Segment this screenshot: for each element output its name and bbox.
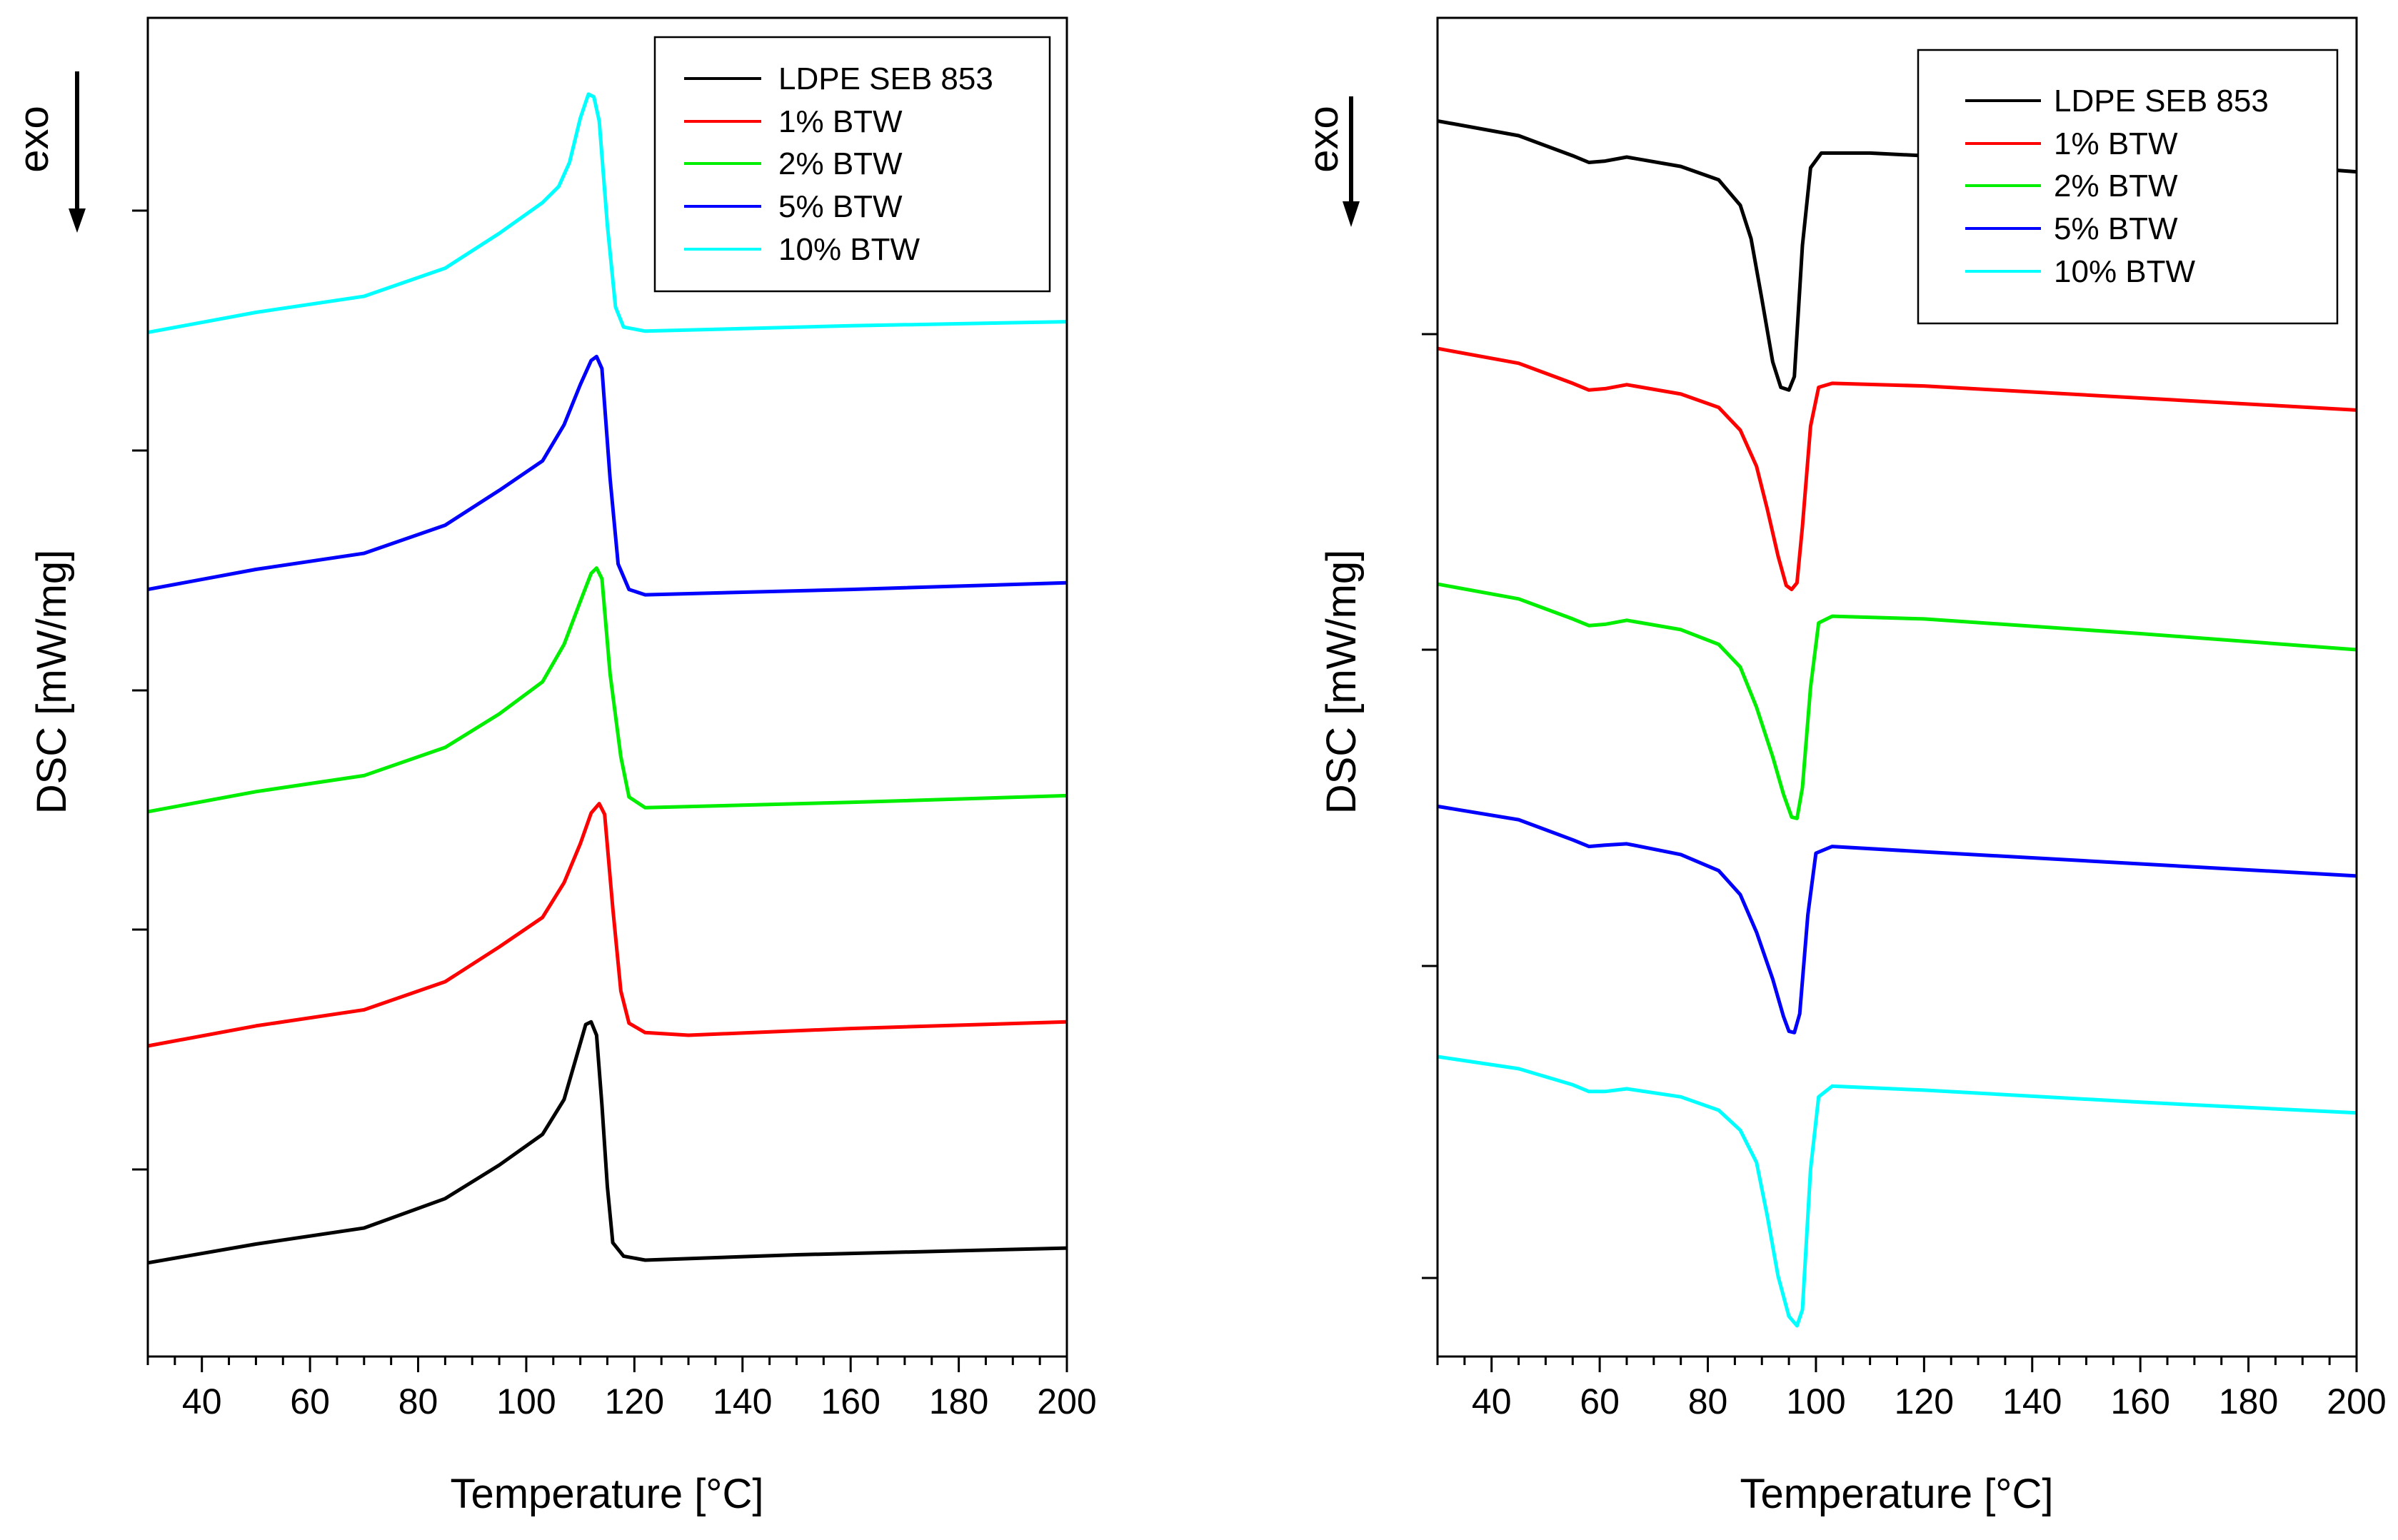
left-x-tick-label-1: 60 bbox=[290, 1382, 330, 1421]
left-y-ticks bbox=[132, 209, 148, 1171]
left-x-tick-label-0: 40 bbox=[182, 1382, 222, 1421]
left-x-tick-label-8: 200 bbox=[1037, 1382, 1096, 1421]
right-x-tick-label-6: 160 bbox=[2110, 1382, 2169, 1421]
left-exo-arrow-icon bbox=[69, 71, 86, 233]
right-series-line-1 bbox=[1437, 346, 2357, 592]
left-legend-label-0: LDPE SEB 853 bbox=[778, 61, 993, 96]
right-x-tick-label-7: 180 bbox=[2219, 1382, 2278, 1421]
right-series-layer bbox=[1437, 119, 2357, 1328]
left-series-line-4 bbox=[147, 92, 1068, 335]
left-legend: LDPE SEB 853 1% BTW 2% BTW 5% BTW 10% BT… bbox=[653, 36, 1051, 293]
right-legend: LDPE SEB 853 1% BTW 2% BTW 5% BTW 10% BT… bbox=[1917, 49, 2339, 325]
right-series-line-0 bbox=[1437, 119, 2357, 392]
left-x-tick-label-4: 120 bbox=[605, 1382, 664, 1421]
left-x-tick-label-5: 140 bbox=[713, 1382, 772, 1421]
left-exo-label: exo bbox=[11, 106, 57, 173]
right-y-axis-title: DSC [mW/mg] bbox=[1318, 550, 1365, 815]
right-legend-label-2: 2% BTW bbox=[2054, 168, 2178, 203]
left-legend-label-2: 2% BTW bbox=[778, 146, 903, 181]
left-x-tick-label-3: 100 bbox=[496, 1382, 556, 1421]
right-x-tick-label-1: 60 bbox=[1580, 1382, 1620, 1421]
right-series-line-4 bbox=[1437, 1055, 2357, 1328]
left-chart-panel: 40 60 80 100 120 140 160 180 200 Temperature [°C… bbox=[11, 16, 1097, 1517]
left-series-line-3 bbox=[147, 354, 1068, 597]
left-x-tick-label-6: 160 bbox=[821, 1382, 880, 1421]
left-legend-label-4: 10% BTW bbox=[778, 232, 920, 267]
right-legend-label-4: 10% BTW bbox=[2054, 254, 2196, 289]
right-x-tick-label-4: 120 bbox=[1895, 1382, 1954, 1421]
right-exo-arrow-icon bbox=[1343, 96, 1360, 227]
left-series-layer bbox=[147, 92, 1068, 1265]
left-series-line-1 bbox=[147, 802, 1068, 1048]
right-x-tick-label-2: 80 bbox=[1688, 1382, 1728, 1421]
left-legend-label-1: 1% BTW bbox=[778, 104, 903, 139]
left-legend-label-3: 5% BTW bbox=[778, 189, 903, 224]
left-y-axis-title: DSC [mW/mg] bbox=[29, 550, 75, 815]
right-chart-panel: 40 60 80 100 120 140 160 180 200 Temperature [°C… bbox=[1300, 16, 2387, 1517]
right-series-line-3 bbox=[1437, 804, 2357, 1035]
right-series-line-2 bbox=[1437, 582, 2357, 820]
right-x-tick-label-0: 40 bbox=[1472, 1382, 1512, 1421]
right-x-tick-label-3: 100 bbox=[1786, 1382, 1845, 1421]
left-x-axis-title: Temperature [°C] bbox=[450, 1471, 763, 1517]
left-series-line-2 bbox=[147, 566, 1068, 814]
left-x-ticks: 40 60 80 100 120 140 160 180 200 bbox=[146, 1357, 1097, 1421]
right-legend-label-0: LDPE SEB 853 bbox=[2054, 84, 2269, 119]
right-y-ticks bbox=[1422, 333, 1438, 1279]
right-legend-label-1: 1% BTW bbox=[2054, 126, 2178, 161]
right-x-ticks: 40 60 80 100 120 140 160 180 200 bbox=[1436, 1357, 2387, 1421]
right-exo-label: exo bbox=[1300, 106, 1347, 173]
left-series-line-0 bbox=[147, 1020, 1068, 1265]
left-x-tick-label-2: 80 bbox=[398, 1382, 438, 1421]
left-x-tick-label-7: 180 bbox=[929, 1382, 988, 1421]
right-x-tick-label-5: 140 bbox=[2002, 1382, 2062, 1421]
right-x-tick-label-8: 200 bbox=[2327, 1382, 2386, 1421]
right-x-axis-title: Temperature [°C] bbox=[1740, 1471, 2053, 1517]
right-legend-label-3: 5% BTW bbox=[2054, 211, 2178, 246]
